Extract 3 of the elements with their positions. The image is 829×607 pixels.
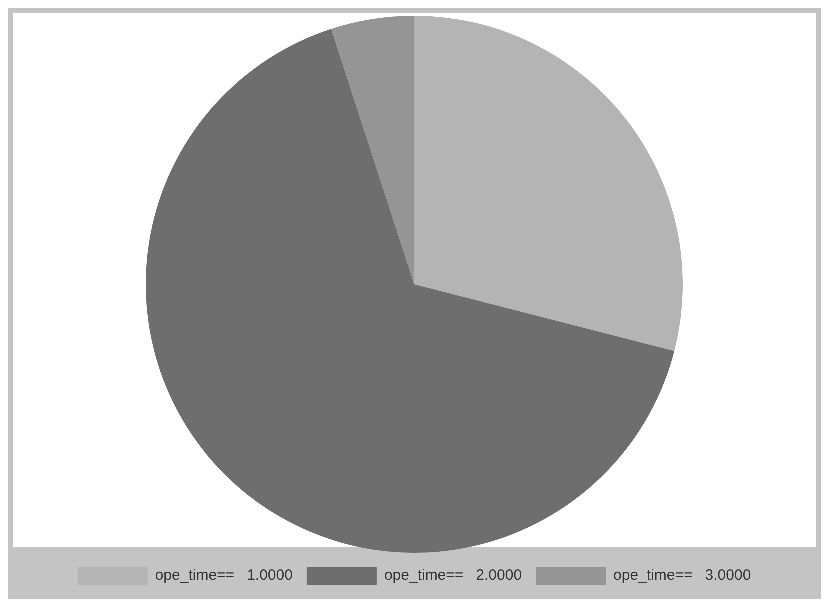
legend-label: ope_time== 3.0000 (614, 567, 752, 584)
legend-label: ope_time== 2.0000 (384, 567, 522, 584)
legend-label: ope_time== 1.0000 (155, 567, 293, 584)
